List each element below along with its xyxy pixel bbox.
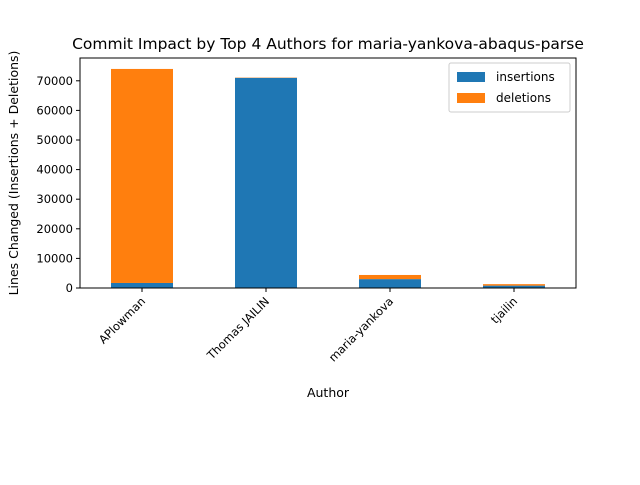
x-tick-label-3: tjailin [488,294,520,326]
x-axis-label: Author [307,385,350,400]
x-tick-label-2: maria-yankova [326,294,396,364]
y-tick-label-4: 40000 [36,163,73,177]
legend-label-insertions: insertions [496,70,555,84]
legend: insertions deletions [449,63,570,112]
bar-deletions-2 [359,275,421,279]
bar-insertions-0 [111,283,173,288]
bar-insertions-1 [235,78,297,288]
y-tick-label-0: 0 [66,281,73,295]
y-tick-label-7: 70000 [36,74,73,88]
y-tick-label-5: 50000 [36,133,73,147]
bar-deletions-3 [483,284,545,285]
bar-insertions-2 [359,279,421,288]
y-tick-label-1: 10000 [36,251,73,265]
legend-label-deletions: deletions [496,91,551,105]
y-tick-label-3: 30000 [36,192,73,206]
legend-swatch-deletions [457,93,485,103]
chart-title: Commit Impact by Top 4 Authors for maria… [72,35,584,53]
bar-deletions-0 [111,69,173,283]
y-axis-label: Lines Changed (Insertions + Deletions) [6,51,21,296]
y-tick-label-2: 20000 [36,222,73,236]
x-tick-label-1: Thomas JAILIN [203,294,272,363]
legend-swatch-insertions [457,72,485,82]
y-tick-label-6: 60000 [36,103,73,117]
x-tick-label-0: APlowman [96,294,148,346]
